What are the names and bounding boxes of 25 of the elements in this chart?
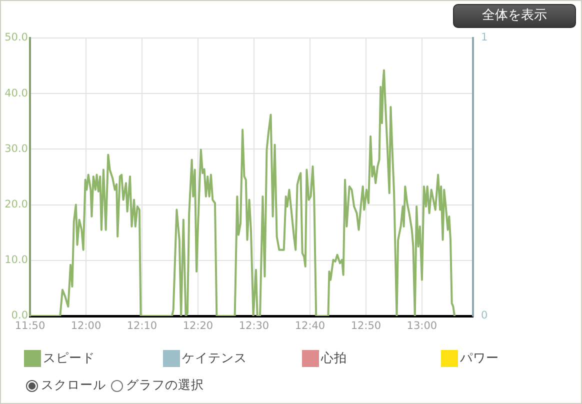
y-tick-label: 0.0 xyxy=(11,310,28,322)
x-tick-label: 12:40 xyxy=(294,320,326,332)
y-tick-label: 10.0 xyxy=(4,254,28,266)
x-tick-label: 13:00 xyxy=(406,320,438,332)
x-tick-label: 12:30 xyxy=(238,320,270,332)
legend-label: 心拍 xyxy=(321,350,347,366)
y-tick-label: 40.0 xyxy=(4,87,28,100)
legend-label: スピード xyxy=(43,350,95,366)
y-tick-label: 50.0 xyxy=(4,32,28,44)
button[interactable]: 全体を表示 xyxy=(453,4,576,28)
y-tick-label: 20.0 xyxy=(4,198,28,211)
y2-tick-label: 1 xyxy=(481,32,488,44)
y-tick-label: 30.0 xyxy=(4,142,28,155)
x-tick-label: 12:50 xyxy=(350,320,382,332)
x-tick-label: 11:50 xyxy=(14,320,46,332)
legend-label: パワー xyxy=(460,350,499,366)
y2-tick-label: 0 xyxy=(481,310,488,322)
text: グラフの選択 xyxy=(126,377,204,394)
x-tick-label: 12:00 xyxy=(70,320,102,332)
legend-label: ケイテンス xyxy=(182,350,247,366)
radio-button[interactable] xyxy=(111,380,123,392)
x-tick-label: 12:10 xyxy=(126,320,158,332)
x-tick-label: 12:20 xyxy=(182,320,214,332)
text: スクロール xyxy=(41,377,106,394)
radio-button[interactable] xyxy=(26,380,38,392)
